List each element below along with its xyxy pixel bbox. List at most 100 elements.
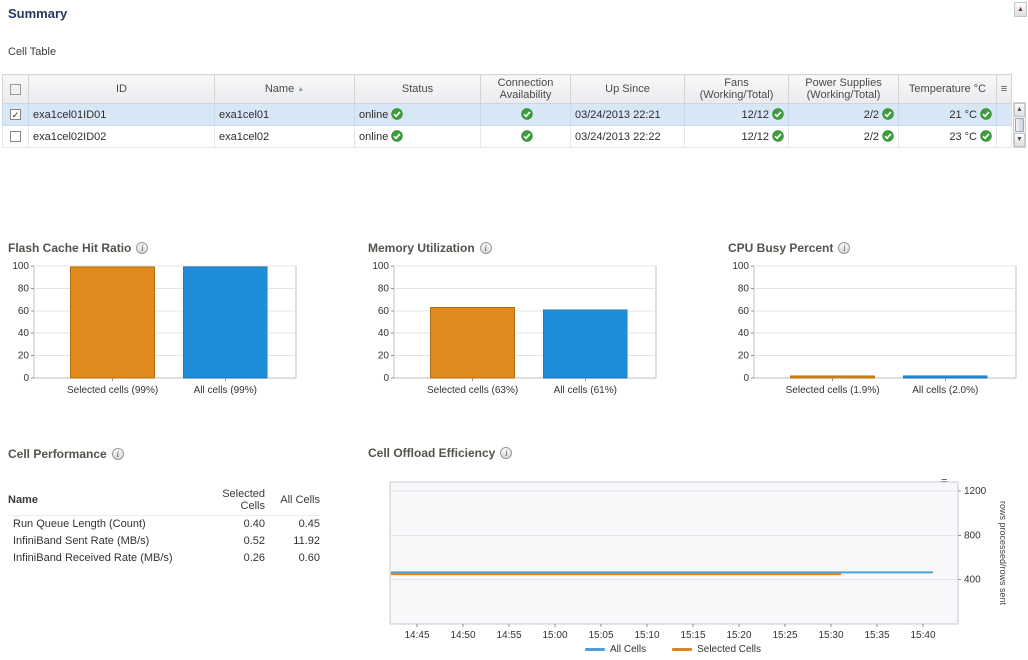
info-icon[interactable]: i [136,242,149,254]
cell-id: exa1cel02ID02 [28,125,215,148]
chart-title: Memory Utilization [368,241,475,255]
column-header-temperature[interactable]: Temperature °C [898,74,997,104]
page-scroll-up-button[interactable]: ▲ [1014,2,1027,17]
svg-text:All cells (99%): All cells (99%) [194,385,257,396]
metric-name: InfiniBand Sent Rate (MB/s) [13,535,150,547]
status-ok-icon [772,108,784,120]
svg-text:100: 100 [732,261,749,272]
metric-name: InfiniBand Received Rate (MB/s) [13,552,173,564]
status-ok-icon [882,108,894,120]
select-all-header-cell[interactable] [2,74,29,104]
performance-column-all-cells: All Cells [265,486,320,516]
cell-performance-table: Name Selected Cells All Cells Run Queue … [8,486,320,567]
flash-cache-hit-ratio-chart: Flash Cache Hit Ratio i 0 20 40 60 80 100 Sele… [8,240,308,411]
cell-connection-availability [480,103,571,126]
cell-status: online [354,125,481,148]
cell-offload-efficiency-section: Cell Offload Efficiency i [368,446,513,460]
section-title: Cell Performance [8,447,107,461]
column-header-name[interactable]: Name ▲ [214,74,355,104]
row-checkbox-cell[interactable]: ✓ [2,103,29,126]
legend-item-all-cells[interactable]: All Cells [584,644,646,655]
svg-text:80: 80 [18,283,30,294]
svg-text:15:20: 15:20 [726,630,751,641]
cpu-busy-percent-chart-svg: 0 20 40 60 80 100 Selected cells (1.9%) All cel… [732,261,1017,396]
chart-title: Cell Offload Efficiency [368,446,496,460]
column-header-fans[interactable]: Fans (Working/Total) [684,74,789,104]
flash-cache-hit-ratio-chart-svg: 0 20 40 60 80 100 Selected cells (99%) All cell… [12,261,297,396]
svg-text:100: 100 [12,261,29,272]
status-ok-icon [521,130,533,142]
status-ok-icon [391,108,404,120]
select-all-checkbox[interactable] [10,83,21,95]
all-cells-line-swatch [584,648,605,651]
svg-text:Selected cells (1.9%): Selected cells (1.9%) [786,385,880,396]
page-scrollbar[interactable]: ▲ [1014,2,1027,17]
info-icon[interactable]: i [111,448,124,460]
svg-text:1200: 1200 [964,486,987,497]
row-checkbox[interactable]: ✓ [10,109,21,121]
table-menu-icon[interactable]: ≡ [996,74,1012,104]
status-ok-icon [980,108,992,120]
row-checkbox-cell[interactable] [2,125,29,148]
column-header-connection-availability[interactable]: Connection Availability [480,74,571,104]
sort-ascending-icon: ▲ [297,85,305,93]
legend-label: Selected Cells [697,644,762,655]
table-row[interactable]: exa1cel02ID02 exa1cel02 online 03/24/2013 2… [2,125,1012,148]
column-header-status[interactable]: Status [354,74,481,104]
legend-item-selected-cells[interactable]: Selected Cells [672,644,761,655]
svg-text:20: 20 [18,351,30,362]
info-icon[interactable]: i [479,242,492,254]
info-icon[interactable]: i [838,242,851,254]
metric-all-value: 0.60 [298,552,320,564]
cell-temperature: 23 °C [898,125,997,148]
cell-id: exa1cel01ID01 [28,103,215,126]
cell-table-label: Cell Table [8,46,57,58]
svg-text:All cells (61%): All cells (61%) [554,385,617,396]
row-filler-cell [996,125,1012,148]
svg-text:14:55: 14:55 [496,630,521,641]
table-scroll-up-button[interactable]: ▲ [1014,103,1025,117]
table-scroll-down-button[interactable]: ▼ [1014,133,1025,147]
svg-text:All cells (2.0%): All cells (2.0%) [912,385,978,396]
svg-text:20: 20 [378,351,390,362]
memory-utilization-chart: Memory Utilization i 0 20 40 60 80 100 Selecte… [368,240,668,411]
svg-text:0: 0 [383,373,389,384]
svg-text:60: 60 [378,306,390,317]
column-header-up-since[interactable]: Up Since [570,74,685,104]
cell-temperature: 21 °C [898,103,997,126]
chart-title: Flash Cache Hit Ratio [8,241,132,255]
cell-up-since: 03/24/2013 22:21 [570,103,685,126]
cell-table: ID Name ▲ Status Connection Availability … [2,74,1026,148]
table-scrollbar[interactable]: ▲ ▼ [1013,102,1026,148]
svg-text:15:35: 15:35 [864,630,889,641]
cell-offload-efficiency-chart-svg: 400 800 1200 14:45 14:50 14:55 15:00 15:05 15:10… [389,481,1008,641]
info-icon[interactable]: i [500,447,513,459]
svg-text:15:15: 15:15 [680,630,705,641]
status-ok-icon [882,130,894,142]
svg-text:15:05: 15:05 [588,630,613,641]
status-ok-icon [521,108,533,120]
cell-performance-body: Run Queue Length (Count) 0.40 0.45 InfiniBa… [8,516,320,567]
cell-power-supplies: 2/2 [788,125,899,148]
cell-fans: 12/12 [684,103,789,126]
cell-table-header-row: ID Name ▲ Status Connection Availability … [2,74,1012,104]
column-header-power-supplies[interactable]: Power Supplies (Working/Total) [788,74,899,104]
performance-row: InfiniBand Received Rate (MB/s) 0.26 0.60 [8,550,320,567]
cell-up-since: 03/24/2013 22:22 [570,125,685,148]
cell-status: online [354,103,481,126]
cell-name: exa1cel01 [214,103,355,126]
cell-name: exa1cel02 [214,125,355,148]
table-scrollbar-thumb[interactable] [1015,118,1024,132]
table-row[interactable]: ✓ exa1cel01ID01 exa1cel01 online 03/24/2013 … [2,103,1012,126]
cpu-busy-percent-chart: CPU Busy Percent i 0 20 40 60 80 100 Selected … [728,240,1028,411]
svg-text:14:45: 14:45 [404,630,429,641]
column-header-id[interactable]: ID [28,74,215,104]
svg-text:100: 100 [372,261,389,272]
performance-row: Run Queue Length (Count) 0.40 0.45 [8,516,320,533]
svg-text:800: 800 [964,530,981,541]
svg-text:40: 40 [738,328,750,339]
offload-legend: All Cells Selected Cells [388,644,958,655]
svg-text:20: 20 [738,351,750,362]
row-checkbox[interactable] [10,131,21,143]
